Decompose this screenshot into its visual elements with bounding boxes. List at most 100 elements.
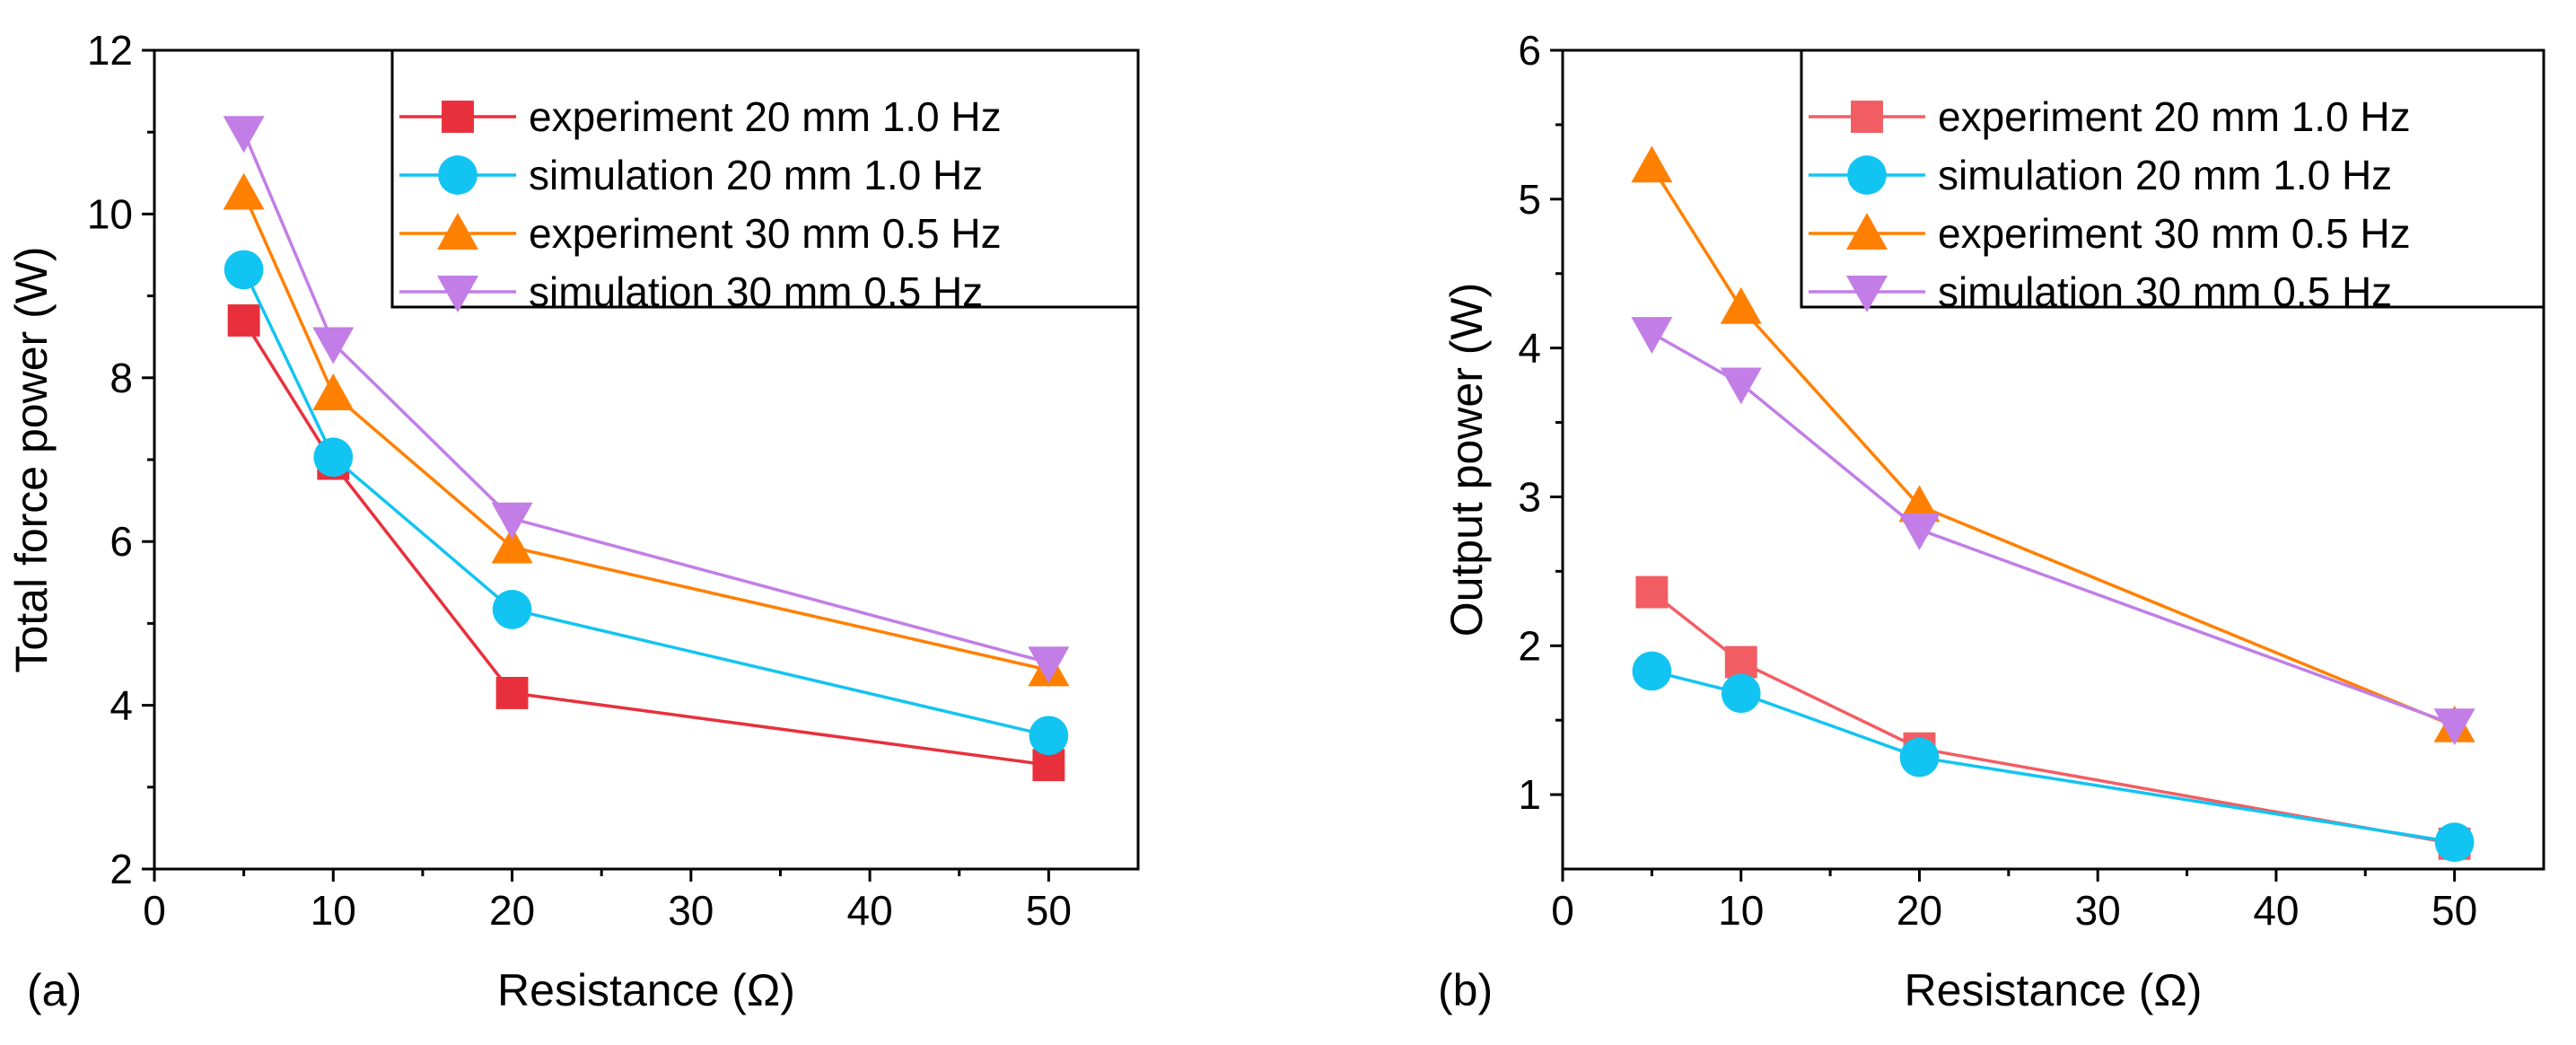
y-tick-label: 10 [87, 190, 133, 237]
data-point [223, 116, 265, 154]
data-point [1028, 646, 1070, 684]
series-line [1651, 591, 2455, 846]
legend-label: experiment 30 mm 0.5 Hz [1938, 210, 2411, 257]
legend-marker [437, 213, 478, 250]
y-axis-label: Total force power (W) [6, 246, 57, 672]
series-4 [1631, 317, 2475, 746]
data-point [223, 172, 265, 210]
legend-label: experiment 30 mm 0.5 Hz [529, 210, 1002, 257]
data-point [491, 526, 533, 564]
data-point [312, 327, 355, 364]
y-tick-label: 2 [1518, 622, 1541, 669]
x-tick-label: 10 [311, 887, 356, 934]
x-tick-label: 10 [1718, 887, 1764, 934]
legend-item-3: experiment 30 mm 0.5 Hz [399, 210, 1002, 257]
x-axis-ticks: 0 10 20 30 40 50 [143, 869, 1072, 934]
data-point [2434, 822, 2475, 863]
data-point [1720, 367, 1762, 405]
series-4 [223, 116, 1070, 684]
data-point [1898, 513, 1941, 550]
y-tick-label: 6 [1518, 27, 1541, 74]
panel-b-output-power-chart: 0 10 20 30 40 50 1 2 3 4 5 6 Resistance (Ω) Output po… [1438, 27, 2545, 1015]
y-tick-label: 4 [110, 682, 133, 729]
legend-label: simulation 20 mm 1.0 Hz [529, 152, 983, 198]
legend-marker [438, 155, 478, 195]
y-tick-label: 6 [110, 518, 133, 565]
legend-label: experiment 20 mm 1.0 Hz [1938, 93, 2411, 140]
data-point [1720, 286, 1762, 324]
data-point [2433, 708, 2475, 746]
x-axis-ticks: 0 10 20 30 40 50 [1551, 869, 2477, 934]
x-tick-label: 0 [143, 887, 166, 934]
x-axis-label: Resistance (Ω) [1905, 965, 2203, 1015]
y-tick-label: 4 [1518, 325, 1541, 372]
series-2 [1632, 651, 2475, 863]
data-point [223, 250, 264, 290]
data-point [1724, 645, 1757, 679]
y-tick-label: 2 [110, 846, 133, 892]
y-axis-ticks: 2 4 6 8 10 12 [87, 27, 154, 892]
legend-marker [442, 101, 474, 133]
legend-box [390, 48, 1140, 309]
legend-marker [1851, 101, 1883, 133]
legend-marker [437, 276, 478, 312]
legend-label: simulation 20 mm 1.0 Hz [1938, 152, 2392, 198]
legend-label: simulation 30 mm 0.5 Hz [1938, 268, 2392, 315]
legend-item-4: simulation 30 mm 0.5 Hz [399, 268, 983, 315]
y-tick-label: 5 [1518, 176, 1541, 223]
panel-label: (a) [27, 965, 82, 1015]
y-axis-label: Output power (W) [1441, 283, 1492, 637]
legend-item-2: simulation 20 mm 1.0 Hz [399, 152, 983, 198]
y-tick-label: 3 [1518, 473, 1541, 520]
data-point [1898, 485, 1941, 522]
series-line [242, 131, 1049, 664]
legend-label: experiment 20 mm 1.0 Hz [529, 93, 1002, 140]
legend: experiment 20 mm 1.0 Hz simulation 20 mm … [390, 48, 1140, 315]
series-line [1651, 331, 2456, 726]
data-point [1721, 673, 1761, 714]
y-axis-ticks: 1 2 3 4 5 6 [1518, 27, 1563, 818]
data-point [1632, 651, 1672, 691]
x-tick-label: 30 [668, 887, 714, 934]
legend-item-4: simulation 30 mm 0.5 Hz [1809, 268, 2392, 315]
data-point [312, 373, 355, 410]
series-line [1650, 165, 2456, 728]
x-tick-label: 20 [1897, 887, 1942, 934]
series-line [242, 268, 1049, 738]
series-2 [223, 250, 1069, 756]
x-tick-label: 30 [2075, 887, 2121, 934]
series-line [242, 192, 1049, 672]
data-point [1631, 317, 1673, 355]
data-point [1631, 145, 1673, 183]
data-point [1635, 575, 1669, 609]
series-1 [1635, 575, 2471, 860]
x-tick-label: 50 [1026, 887, 1072, 934]
y-tick-label: 8 [110, 355, 133, 401]
legend-item-2: simulation 20 mm 1.0 Hz [1809, 152, 2392, 198]
data-point [491, 502, 533, 540]
x-tick-label: 0 [1551, 887, 1574, 934]
legend: experiment 20 mm 1.0 Hz simulation 20 mm … [1800, 48, 2545, 315]
x-tick-label: 40 [847, 887, 893, 934]
data-point [313, 437, 354, 478]
y-tick-label: 12 [87, 27, 133, 74]
x-tick-label: 50 [2431, 887, 2477, 934]
data-point [1029, 716, 1069, 756]
legend-box [1800, 48, 2545, 309]
legend-label: simulation 30 mm 0.5 Hz [529, 268, 983, 315]
series-3 [1631, 145, 2475, 742]
legend-marker [1846, 276, 1888, 312]
y-tick-label: 1 [1518, 771, 1541, 818]
series-line [242, 320, 1049, 767]
x-tick-label: 40 [2253, 887, 2299, 934]
x-axis-label: Resistance (Ω) [497, 965, 795, 1015]
x-tick-label: 20 [489, 887, 535, 934]
legend-item-1: experiment 20 mm 1.0 Hz [399, 93, 1002, 140]
data-point [492, 590, 532, 629]
data-point [227, 304, 260, 337]
legend-marker [1846, 213, 1888, 250]
data-point [495, 676, 529, 709]
panel-label: (b) [1438, 965, 1493, 1015]
series-line [1651, 669, 2455, 844]
